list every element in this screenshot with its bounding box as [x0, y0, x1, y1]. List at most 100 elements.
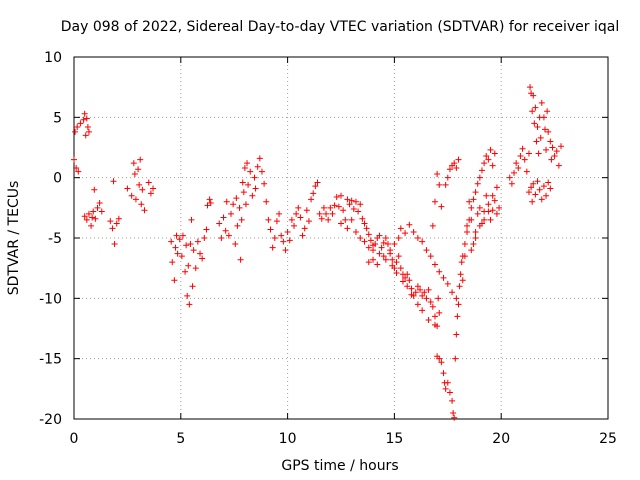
- data-point: [185, 262, 192, 269]
- data-point: [291, 222, 298, 229]
- data-point: [301, 225, 308, 232]
- data-point: [320, 204, 327, 211]
- data-point: [318, 215, 325, 222]
- data-point: [81, 110, 88, 117]
- data-point: [242, 201, 249, 208]
- data-point: [427, 253, 434, 260]
- y-axis: -20 -15 -10 -5 0 5 10: [39, 50, 608, 428]
- chart-title: Day 098 of 2022, Sidereal Day-to-day VTE…: [61, 19, 619, 35]
- data-point: [269, 244, 276, 251]
- data-point: [82, 132, 89, 139]
- data-point: [414, 283, 421, 290]
- data-point: [397, 265, 404, 272]
- data-point: [378, 244, 385, 251]
- data-point: [348, 216, 355, 223]
- data-point: [288, 216, 295, 223]
- data-point: [73, 165, 80, 172]
- data-point: [449, 397, 456, 404]
- data-point: [408, 291, 415, 298]
- data-point: [532, 104, 539, 111]
- data-point: [485, 201, 492, 208]
- data-point: [547, 185, 554, 192]
- data-point: [327, 204, 334, 211]
- data-point: [452, 355, 459, 362]
- data-point: [131, 171, 138, 178]
- data-point: [449, 289, 456, 296]
- data-point: [451, 160, 458, 167]
- data-point: [74, 123, 81, 130]
- data-point: [553, 148, 560, 155]
- data-point: [204, 202, 211, 209]
- data-point: [466, 198, 473, 205]
- data-point: [186, 301, 193, 308]
- data-point: [545, 179, 552, 186]
- data-point: [237, 256, 244, 263]
- data-point: [305, 218, 312, 225]
- data-point: [363, 225, 370, 232]
- data-point: [444, 174, 451, 181]
- data-point: [374, 261, 381, 268]
- data-point: [387, 247, 394, 254]
- data-point: [446, 389, 453, 396]
- data-point: [519, 145, 526, 152]
- data-point: [399, 278, 406, 285]
- data-point: [523, 168, 530, 175]
- data-point: [239, 179, 246, 186]
- data-point: [355, 208, 362, 215]
- data-point: [391, 241, 398, 248]
- y-axis-label: SDTVAR / TECUs: [6, 181, 22, 296]
- series-sdtvar: [71, 84, 565, 421]
- data-point: [481, 216, 488, 223]
- data-point: [444, 379, 451, 386]
- data-point: [280, 238, 287, 245]
- data-point: [189, 283, 196, 290]
- data-point: [352, 228, 359, 235]
- data-point: [240, 189, 247, 196]
- data-point: [236, 204, 243, 211]
- data-point: [197, 250, 204, 257]
- data-point: [225, 232, 232, 239]
- data-point: [299, 232, 306, 239]
- data-point: [83, 115, 90, 122]
- data-point: [397, 225, 404, 232]
- data-point: [173, 232, 180, 239]
- data-point: [169, 259, 176, 266]
- data-point: [414, 301, 421, 308]
- data-point: [96, 200, 103, 207]
- data-point: [540, 114, 547, 121]
- data-point: [329, 210, 336, 217]
- data-point: [359, 215, 366, 222]
- data-point: [201, 235, 208, 241]
- data-point: [113, 220, 120, 227]
- data-point: [508, 180, 515, 187]
- data-point: [478, 167, 485, 174]
- data-point: [431, 261, 438, 268]
- data-point: [227, 210, 234, 217]
- data-point: [457, 271, 464, 278]
- data-point: [419, 292, 426, 299]
- data-point: [481, 160, 488, 167]
- data-point: [176, 236, 183, 243]
- data-point: [124, 185, 131, 192]
- data-point: [94, 204, 101, 211]
- data-point: [406, 221, 413, 228]
- x-tick-label: 25: [599, 431, 617, 447]
- data-point: [435, 295, 442, 302]
- data-point: [429, 222, 436, 229]
- data-point: [357, 235, 364, 241]
- data-point: [83, 216, 90, 223]
- data-point: [340, 207, 347, 214]
- data-point: [206, 196, 213, 203]
- data-point: [376, 232, 383, 239]
- data-point: [348, 197, 355, 204]
- data-point: [474, 180, 481, 187]
- data-point: [187, 241, 194, 248]
- data-point: [489, 192, 496, 199]
- data-point: [338, 220, 344, 227]
- data-point: [389, 256, 396, 263]
- data-point: [511, 169, 518, 176]
- data-point: [464, 222, 471, 229]
- data-point: [194, 238, 201, 245]
- data-point: [233, 195, 240, 202]
- data-point: [440, 370, 447, 377]
